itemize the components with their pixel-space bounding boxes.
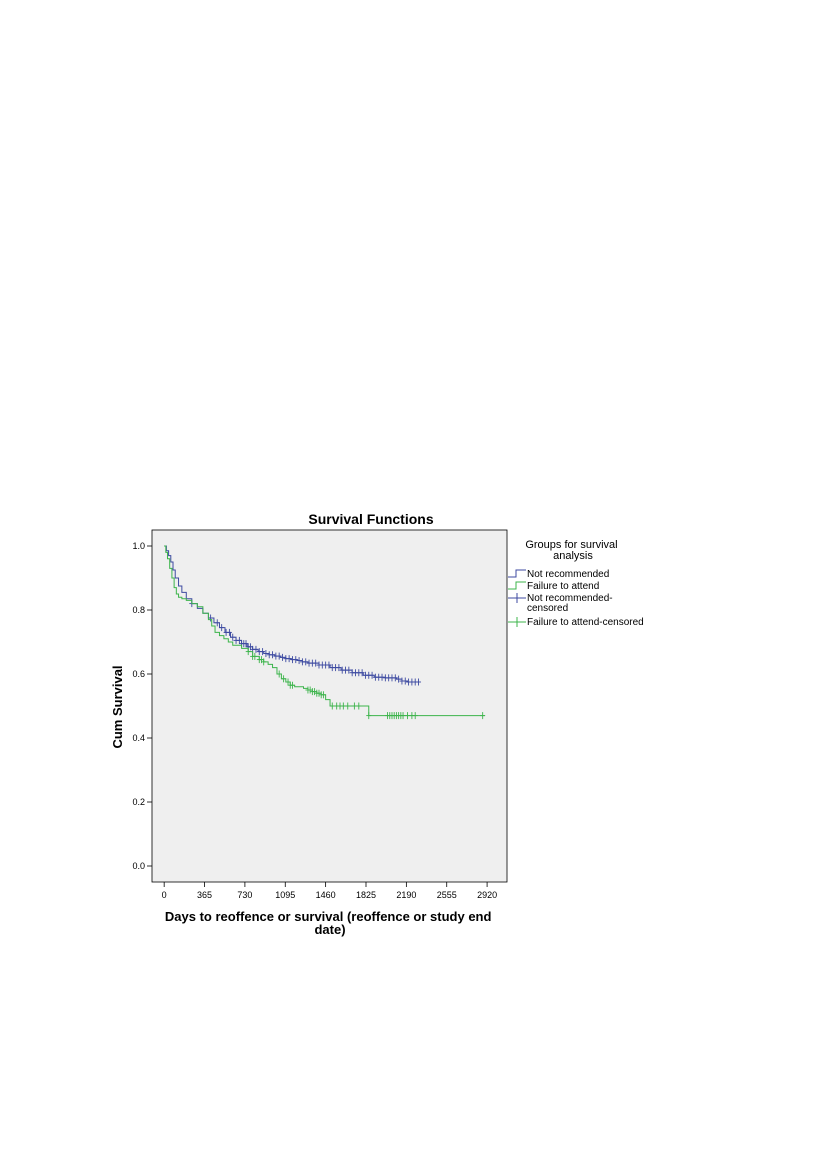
censor-mark-0: [369, 671, 375, 679]
chart-title: Survival Functions: [308, 511, 433, 527]
legend-title-line-2: analysis: [553, 550, 593, 562]
legend-entry-1: Failure to attend: [508, 581, 599, 592]
censor-mark-0: [208, 614, 214, 622]
censor-mark-1: [404, 712, 410, 720]
legend-title-line-1: Groups for survival: [525, 539, 617, 551]
censor-mark-1: [329, 702, 335, 710]
censor-mark-0: [313, 659, 319, 667]
x-axis: 0 365 730 1095 1460 1825 2190 2555 2920: [162, 882, 497, 900]
censor-mark-0: [303, 658, 309, 666]
censor-mark-0: [253, 645, 259, 653]
censor-mark-0: [346, 666, 352, 674]
censor-mark-0: [326, 661, 332, 669]
censor-mark-1: [356, 702, 362, 710]
legend-entry-3: Failure to attend-censored: [508, 617, 644, 628]
censor-mark-1: [281, 675, 287, 683]
x-axis-label: Days to reoffence or survival (reoffence…: [165, 909, 495, 937]
plot-area: [151, 529, 508, 883]
censor-mark-0: [286, 655, 292, 663]
censor-mark-0: [270, 651, 276, 659]
censor-mark-0: [416, 678, 422, 686]
censor-mark-1: [320, 691, 326, 699]
x-tick-label: 2920: [477, 890, 497, 900]
censor-mark-0: [279, 653, 285, 661]
censor-mark-0: [243, 640, 249, 648]
censor-mark-1: [316, 689, 322, 697]
x-tick-label: 1825: [356, 890, 376, 900]
censor-mark-0: [219, 624, 225, 632]
censor-mark-0: [359, 669, 365, 677]
legend-label: Not recommended: [527, 569, 609, 580]
censor-mark-1: [340, 702, 346, 710]
censor-mark-0: [230, 633, 236, 641]
series-layer: [164, 545, 486, 720]
censor-mark-1: [252, 652, 258, 660]
censor-mark-1: [351, 702, 357, 710]
legend: Groups for survival analysis Not recomme…: [508, 539, 644, 628]
censor-mark-0: [293, 656, 299, 664]
censor-mark-1: [345, 702, 351, 710]
censor-mark-0: [214, 619, 220, 627]
x-tick-label: 2555: [437, 890, 457, 900]
x-tick-label: 365: [197, 890, 212, 900]
legend-title: Groups for survival analysis: [525, 539, 620, 562]
legend-label: Failure to attend-censored: [527, 617, 644, 628]
censor-mark-1: [400, 712, 406, 720]
censor-mark-0: [276, 652, 282, 660]
legend-label: Failure to attend: [527, 581, 599, 592]
censor-mark-1: [307, 686, 313, 694]
y-tick-label: 0.4: [132, 733, 145, 743]
censor-mark-0: [226, 628, 232, 636]
x-tick-label: 0: [162, 890, 167, 900]
censor-mark-0: [392, 674, 398, 682]
censor-mark-0: [260, 648, 266, 656]
x-axis-label-line-1: Days to reoffence or survival (reoffence…: [165, 909, 492, 924]
censor-mark-1: [285, 678, 291, 686]
x-axis-label-line-2: date): [314, 922, 345, 937]
y-axis: 0.0 0.2 0.4 0.6 0.8 1.0: [132, 541, 152, 871]
censor-mark-1: [245, 648, 251, 656]
legend-label: censored: [527, 603, 568, 614]
censor-mark-1: [276, 670, 282, 678]
y-tick-label: 0.2: [132, 797, 145, 807]
y-tick-label: 0.6: [132, 669, 145, 679]
censor-mark-1: [289, 681, 295, 689]
censor-mark-1: [312, 688, 318, 696]
censor-mark-1: [480, 712, 486, 720]
censor-mark-0: [263, 650, 269, 658]
censor-mark-0: [402, 677, 408, 685]
x-tick-label: 730: [237, 890, 252, 900]
censor-mark-0: [236, 636, 242, 644]
legend-swatch: [508, 581, 526, 590]
censor-mark-1: [366, 712, 372, 720]
legend-entry-2: Not recommended-censored: [508, 593, 613, 614]
y-axis-label: Cum Survival: [110, 665, 125, 748]
censor-mark-0: [296, 657, 302, 665]
censor-mark-1: [412, 712, 418, 720]
legend-entry-0: Not recommended: [508, 569, 609, 580]
censor-mark-0: [379, 673, 385, 681]
x-tick-label: 1095: [275, 890, 295, 900]
censor-mark-0: [336, 664, 342, 672]
censor-mark-0: [396, 675, 402, 683]
censor-mark-1: [261, 658, 267, 666]
y-tick-label: 0.0: [132, 861, 145, 871]
legend-label: Not recommended-: [527, 593, 613, 604]
legend-swatch: [508, 569, 526, 578]
x-tick-label: 1460: [316, 890, 336, 900]
x-tick-label: 2190: [396, 890, 416, 900]
y-tick-label: 0.8: [132, 605, 145, 615]
y-tick-label: 1.0: [132, 541, 145, 551]
